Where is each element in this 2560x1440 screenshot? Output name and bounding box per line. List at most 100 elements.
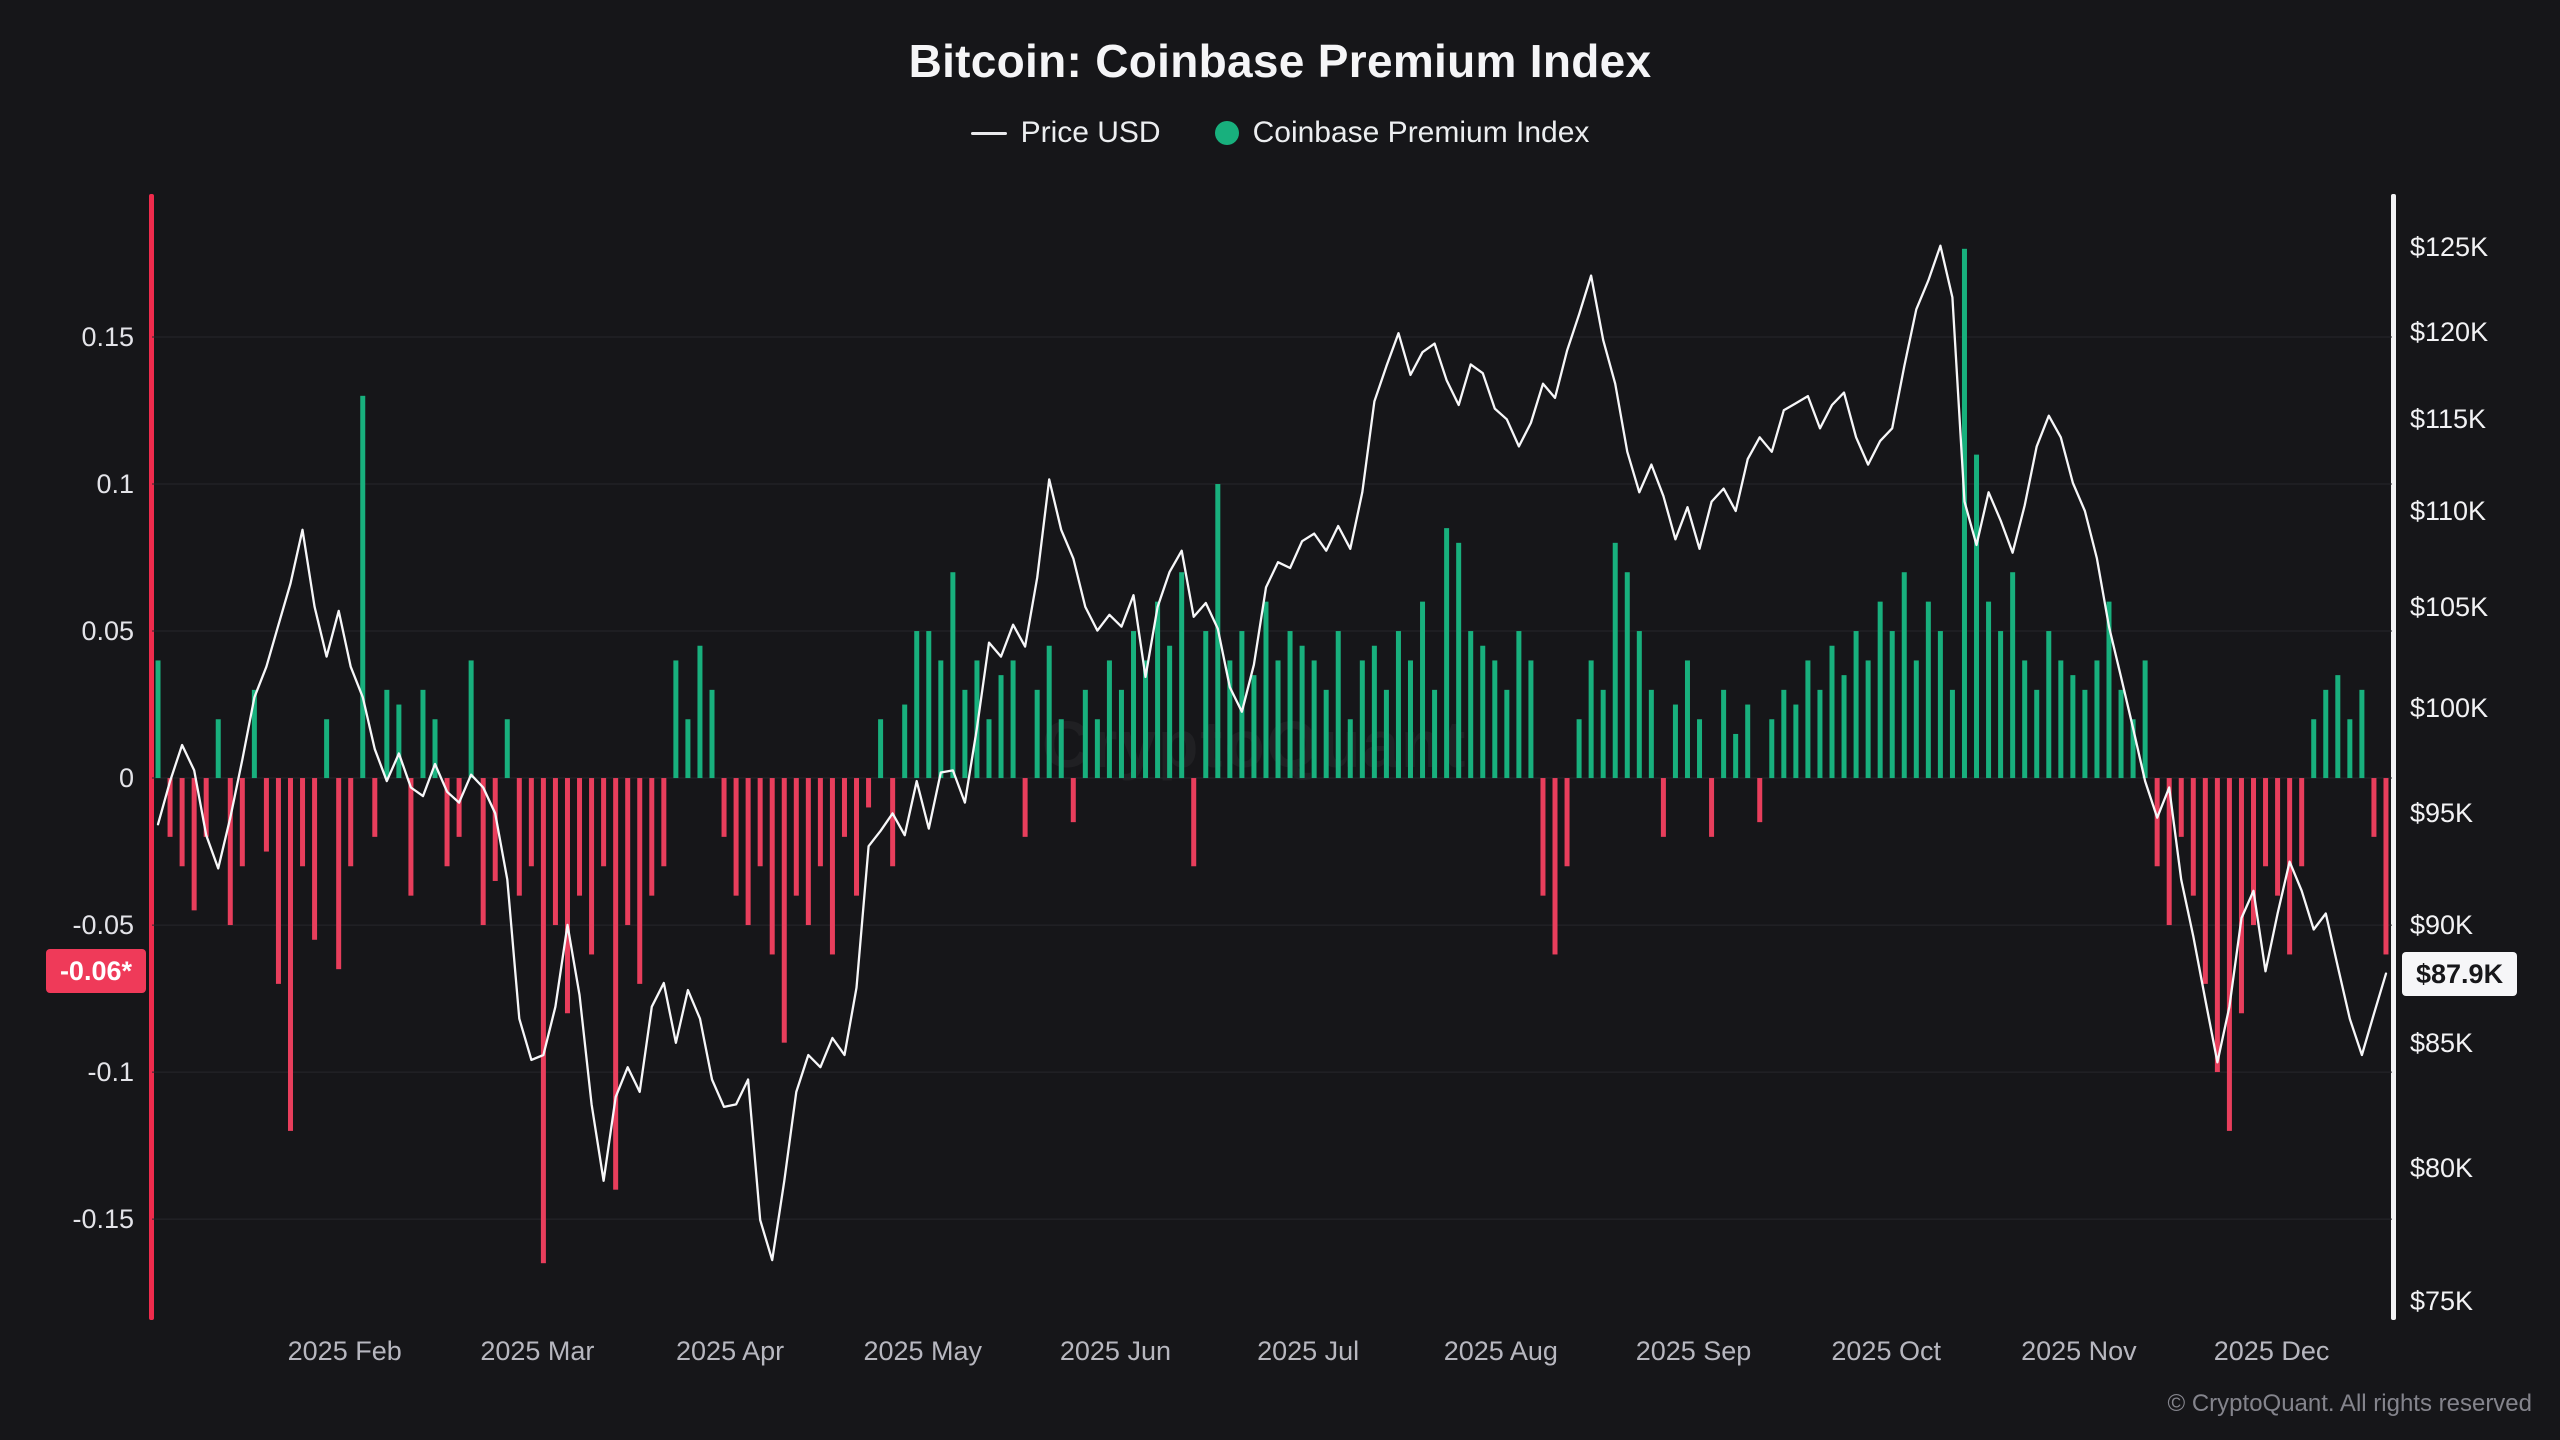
premium-bar — [1552, 778, 1558, 955]
premium-bar — [2118, 689, 2124, 779]
premium-bar — [203, 778, 209, 837]
premium-bar — [287, 778, 293, 1131]
right-axis-tick: $105K — [2410, 591, 2489, 622]
premium-bar — [685, 719, 691, 779]
premium-bar — [1456, 542, 1462, 779]
premium-bar — [263, 778, 269, 852]
premium-bar — [2154, 778, 2160, 867]
premium-bar — [528, 778, 534, 867]
premium-bar — [1094, 719, 1100, 779]
premium-bar — [1709, 778, 1715, 837]
premium-bar — [167, 778, 173, 837]
premium-bar — [1733, 733, 1739, 779]
right-axis-tick: $80K — [2410, 1152, 2474, 1183]
premium-bar — [2190, 778, 2196, 896]
premium-bar — [1323, 689, 1329, 779]
premium-bar — [2323, 689, 2329, 779]
premium-bar — [1227, 660, 1233, 779]
x-axis-tick: 2025 Dec — [2213, 1336, 2330, 1366]
premium-bar — [1167, 645, 1173, 779]
premium-bar — [155, 660, 161, 779]
premium-bar — [1986, 601, 1992, 779]
premium-bar — [1540, 778, 1546, 896]
price-line — [156, 244, 2388, 1262]
premium-bar — [300, 778, 306, 867]
premium-bar — [2166, 778, 2172, 926]
left-axis-tick: -0.15 — [72, 1204, 134, 1235]
premium-bar — [2263, 778, 2269, 867]
premium-bar — [1829, 645, 1835, 779]
left-axis-tick: 0.15 — [81, 322, 134, 352]
x-axis-tick: 2025 Mar — [480, 1336, 595, 1366]
premium-bar — [1757, 778, 1763, 823]
premium-bar — [637, 778, 643, 984]
premium-bar — [1817, 689, 1823, 779]
legend-item-price[interactable]: Price USD — [970, 116, 1161, 150]
premium-bar — [781, 778, 787, 1043]
premium-bar — [1155, 601, 1161, 779]
premium-bar — [2010, 572, 2016, 779]
premium-bar — [2130, 719, 2136, 779]
premium-bar — [504, 719, 510, 779]
premium-bar — [2178, 778, 2184, 837]
premium-bar — [1010, 660, 1016, 779]
premium-bar — [625, 778, 631, 926]
premium-bar — [1901, 572, 1907, 779]
premium-bar — [432, 719, 438, 779]
premium-bar — [1287, 631, 1293, 779]
premium-bar — [829, 778, 835, 955]
premium-bar — [950, 572, 956, 779]
premium-bar — [336, 778, 342, 970]
premium-bar — [516, 778, 522, 896]
premium-bar — [914, 631, 920, 779]
premium-bar — [1034, 689, 1040, 779]
x-axis-tick: 2025 Apr — [676, 1336, 785, 1366]
premium-bar — [841, 778, 847, 837]
premium-bar — [1407, 660, 1413, 779]
premium-bar — [456, 778, 462, 837]
premium-bar — [1648, 689, 1654, 779]
premium-bar — [1383, 689, 1389, 779]
premium-bar — [998, 675, 1004, 779]
plot-area[interactable] — [152, 200, 2392, 1312]
premium-bar — [324, 719, 330, 779]
premium-bar — [1106, 660, 1112, 779]
premium-bar — [1853, 631, 1859, 779]
premium-bar — [709, 689, 715, 779]
premium-bar — [1359, 660, 1365, 779]
premium-bar — [239, 778, 245, 867]
premium-bar — [1263, 601, 1269, 779]
premium-bar — [1745, 704, 1751, 779]
premium-bar — [1805, 660, 1811, 779]
premium-bar — [444, 778, 450, 867]
premium-bar — [805, 778, 811, 926]
premium-bar — [1082, 689, 1088, 779]
price-current-badge: $87.9K — [2402, 951, 2518, 996]
premium-bar — [1697, 719, 1703, 779]
premium-bar — [2082, 689, 2088, 779]
right-axis-tick: $75K — [2410, 1285, 2474, 1316]
left-axis-line — [149, 194, 154, 1320]
legend-price-label: Price USD — [1020, 116, 1161, 149]
premium-bar — [1925, 601, 1931, 779]
right-axis-tick: $115K — [2410, 404, 2487, 435]
premium-bar — [926, 631, 932, 779]
premium-bar — [733, 778, 739, 896]
premium-bar — [191, 778, 197, 911]
premium-bar — [2142, 660, 2148, 779]
premium-bar — [348, 778, 354, 867]
price-line-swatch-icon — [970, 131, 1007, 135]
premium-bar — [1516, 631, 1522, 779]
premium-bar — [817, 778, 823, 867]
right-axis-tick: $95K — [2410, 798, 2474, 829]
legend-item-premium[interactable]: Coinbase Premium Index — [1214, 116, 1589, 150]
premium-bar — [1961, 248, 1967, 779]
premium-bar — [1937, 631, 1943, 779]
premium-bar — [1058, 719, 1064, 779]
premium-bar — [938, 660, 944, 779]
premium-bar — [1793, 704, 1799, 779]
gridlines — [152, 336, 2392, 1220]
right-axis-line — [2391, 194, 2396, 1320]
copyright-footer: © CryptoQuant. All rights reserved — [2167, 1390, 2533, 1417]
